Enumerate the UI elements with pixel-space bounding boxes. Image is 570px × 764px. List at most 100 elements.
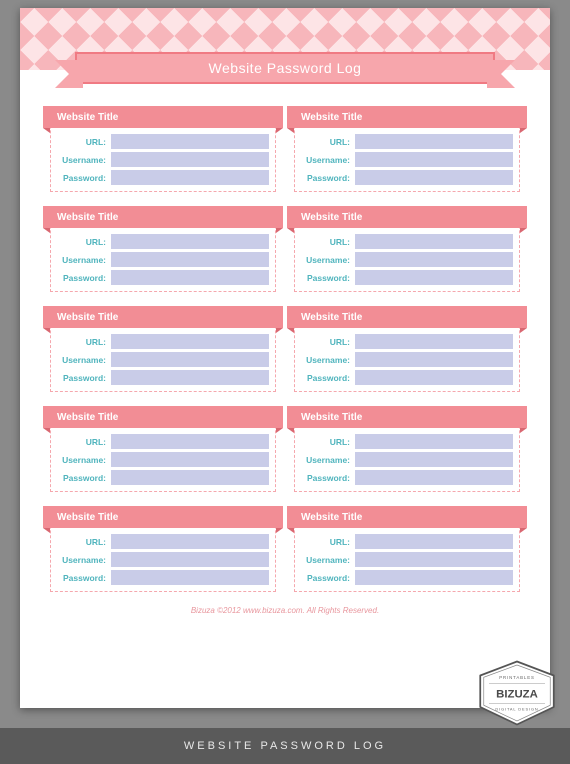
card-body: URL: Username: Password: [295,228,519,291]
field-input-line [355,534,513,549]
field-label: URL: [301,237,355,247]
field-row: Password: [301,470,513,485]
field-label: Username: [57,455,111,465]
field-input-line [111,452,269,467]
field-label: Password: [301,573,355,583]
card-body: URL: Username: Password: [295,328,519,391]
field-input-line [111,152,269,167]
card-body: URL: Username: Password: [295,428,519,491]
field-input-line [111,252,269,267]
field-input-line [111,470,269,485]
field-label: URL: [301,137,355,147]
printable-page: Website Password Log Website TitleURL:Us… [20,8,550,708]
password-card: Website TitleURL:Username:Password: [294,206,520,292]
password-card: Website TitleURL:Username:Password: [50,406,276,492]
field-input-line [355,334,513,349]
chevron-header: Website Password Log [20,8,550,70]
field-row: Username: [57,152,269,167]
field-row: Password: [301,270,513,285]
field-row: Password: [301,570,513,585]
field-input-line [111,570,269,585]
field-label: Username: [301,455,355,465]
field-input-line [355,434,513,449]
field-label: URL: [57,337,111,347]
field-row: URL: [301,434,513,449]
field-input-line [355,234,513,249]
field-row: URL: [57,534,269,549]
field-row: Username: [301,452,513,467]
password-card: Website TitleURL:Username:Password: [294,506,520,592]
field-label: Username: [301,355,355,365]
password-card: Website TitleURL:Username:Password: [50,306,276,392]
field-label: Password: [57,573,111,583]
field-row: Password: [57,270,269,285]
field-row: Password: [57,170,269,185]
brand-badge: PRINTABLES BIZUZA DIGITAL DESIGN [472,658,562,728]
field-label: Password: [301,373,355,383]
card-header: Website Title [287,506,527,528]
field-input-line [111,370,269,385]
field-row: Username: [301,252,513,267]
field-input-line [111,552,269,567]
field-input-line [355,352,513,367]
field-input-line [355,270,513,285]
card-header: Website Title [43,206,283,228]
field-row: Password: [301,370,513,385]
badge-brand: BIZUZA [496,688,538,700]
field-input-line [111,352,269,367]
field-input-line [355,170,513,185]
field-label: Password: [57,173,111,183]
footer-bar: WEBSITE PASSWORD LOG [0,728,570,764]
card-body: URL:Username:Password: [51,328,275,391]
page-title: Website Password Log [209,60,362,76]
title-ribbon: Website Password Log [75,52,495,84]
card-grid: Website TitleURL:Username:Password:Websi… [50,106,520,592]
field-input-line [355,552,513,567]
password-card: Website TitleURL:Username:Password: [294,306,520,392]
card-body: URL:Username:Password: [51,428,275,491]
field-row: Username: [57,252,269,267]
card-header: Website Title [43,106,283,128]
field-input-line [355,252,513,267]
card-header: Website Title [287,206,527,228]
field-label: Username: [301,555,355,565]
field-input-line [111,534,269,549]
field-row: Password: [57,570,269,585]
card-body: URL: Username: Password: [51,128,275,191]
field-label: URL: [57,537,111,547]
field-row: Username: [57,452,269,467]
field-row: Username: [57,552,269,567]
card-header: Website Title [287,306,527,328]
field-label: URL: [301,337,355,347]
field-row: Password: [57,370,269,385]
field-label: Username: [301,255,355,265]
field-input-line [111,234,269,249]
field-input-line [111,270,269,285]
field-input-line [111,334,269,349]
card-header: Website Title [287,406,527,428]
password-card: Website TitleURL:Username:Password: [294,406,520,492]
field-input-line [355,470,513,485]
card-header: Website Title [43,406,283,428]
password-card: Website TitleURL:Username:Password: [50,106,276,192]
field-label: Username: [57,155,111,165]
footer-caption: WEBSITE PASSWORD LOG [184,740,386,752]
field-row: URL: [57,334,269,349]
field-row: URL: [57,134,269,149]
field-label: URL: [301,437,355,447]
field-label: Username: [57,555,111,565]
field-input-line [355,152,513,167]
field-row: Username: [301,352,513,367]
password-card: Website TitleURL:Username:Password: [50,206,276,292]
field-label: Password: [301,173,355,183]
field-row: URL: [57,434,269,449]
password-card: Website TitleURL:Username:Password: [294,106,520,192]
field-label: Username: [301,155,355,165]
card-header: Website Title [287,106,527,128]
field-label: Username: [57,255,111,265]
field-row: Username: [301,552,513,567]
field-row: URL: [301,334,513,349]
field-label: URL: [57,237,111,247]
badge-top-text: PRINTABLES [499,675,535,680]
card-header: Website Title [43,506,283,528]
